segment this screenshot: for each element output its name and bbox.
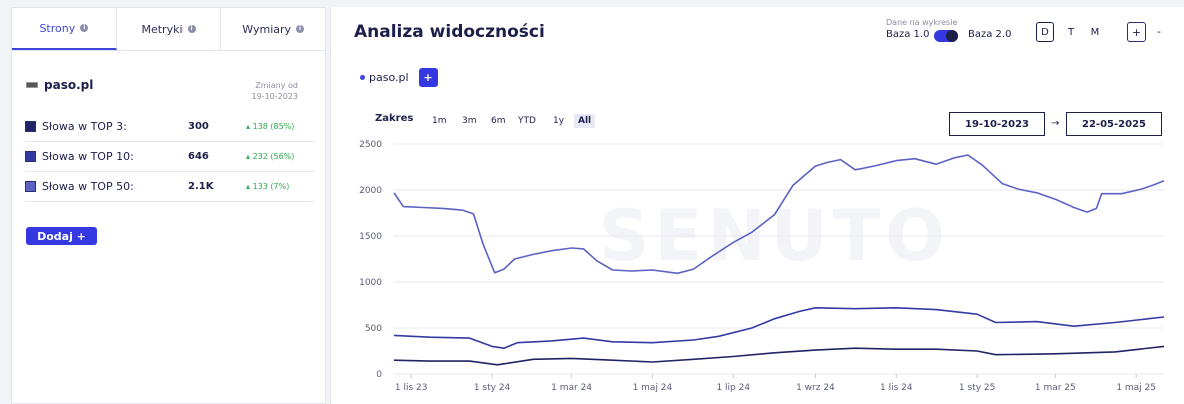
info-icon: i xyxy=(187,25,196,33)
range-all-button[interactable]: All xyxy=(574,114,596,128)
metric-row-top50: Słowa w TOP 50: 2.1K ▴ 133 (7%) xyxy=(25,171,315,202)
x-tick-label: 1 wrz 24 xyxy=(796,383,835,393)
metric-value: 2.1K xyxy=(188,180,214,192)
metric-label: Słowa w TOP 50: xyxy=(42,179,134,193)
range-1y-button[interactable]: 1y xyxy=(553,116,565,126)
range-6m-button[interactable]: 6m xyxy=(491,116,506,126)
x-tick-label: 1 mar 25 xyxy=(1035,383,1076,393)
left-panel: Strony i Metryki i Wymiary i paso.pl Zmi… xyxy=(11,7,326,404)
metric-row-top3: Słowa w TOP 3: 300 ▴ 138 (85%) xyxy=(25,111,315,142)
range-1m-button[interactable]: 1m xyxy=(432,116,447,126)
date-to-input[interactable]: 22-05-2025 xyxy=(1066,112,1162,136)
info-icon: i xyxy=(80,24,89,32)
info-icon: i xyxy=(296,25,305,33)
series-line xyxy=(393,307,1165,349)
metric-change: ▴ 133 (7%) xyxy=(246,181,290,191)
tab-label: Strony xyxy=(39,21,76,35)
page-title: Analiza widoczności xyxy=(354,22,545,42)
chart-panel: Analiza widoczności Dane na wykresie Baz… xyxy=(330,7,1184,404)
changes-label: Zmiany od xyxy=(255,81,298,90)
zoom-in-button[interactable]: + xyxy=(1127,22,1146,42)
metric-label: Słowa w TOP 10: xyxy=(42,149,134,163)
range-label: Zakres xyxy=(375,113,414,124)
changes-since: Zmiany od 19-10-2023 xyxy=(252,80,299,102)
series-line xyxy=(393,154,1165,275)
metric-change-value: 133 (7%) xyxy=(252,181,290,191)
period-day-button[interactable]: D xyxy=(1036,22,1054,42)
base-left-label: Baza 1.0 xyxy=(886,29,930,40)
tab-bar: Strony i Metryki i Wymiary i xyxy=(12,8,325,51)
metric-change: ▴ 232 (56%) xyxy=(246,151,295,161)
tab-metryki[interactable]: Metryki i xyxy=(117,8,222,50)
x-tick-label: 1 lip 24 xyxy=(716,383,750,393)
data-caption: Dane na wykresie xyxy=(886,18,958,27)
changes-date: 19-10-2023 xyxy=(251,92,299,101)
y-tick-label: 2000 xyxy=(359,186,382,196)
visibility-chart[interactable]: 0 500 1000 1500 2000 2500 1 lis 23 1 sty 24 1 ma… xyxy=(331,7,1184,404)
add-series-button[interactable]: + xyxy=(418,68,438,87)
y-tick-label: 1000 xyxy=(359,278,382,288)
base-right-label: Baza 2.0 xyxy=(968,29,1012,40)
y-tick-label: 500 xyxy=(365,324,382,334)
checkbox-top10[interactable] xyxy=(25,150,36,162)
period-month-button[interactable]: M xyxy=(1090,26,1100,38)
series-line xyxy=(393,345,1165,366)
metric-row-top10: Słowa w TOP 10: 646 ▴ 232 (56%) xyxy=(25,141,315,172)
legend-series-name: paso.pl xyxy=(369,71,409,84)
x-tick-label: 1 lis 23 xyxy=(395,383,428,393)
y-tick-label: 0 xyxy=(376,370,382,380)
checkbox-top3[interactable] xyxy=(25,120,36,132)
metric-change-value: 232 (56%) xyxy=(252,151,295,161)
toggle-knob xyxy=(946,30,958,42)
legend-dot xyxy=(360,75,365,80)
y-tick-label: 1500 xyxy=(359,232,382,242)
x-tick-label: 1 lis 24 xyxy=(880,383,913,393)
range-ytd-button[interactable]: YTD xyxy=(518,116,536,126)
y-tick-label: 2500 xyxy=(359,140,382,150)
favicon-icon xyxy=(26,82,38,88)
add-button[interactable]: Dodaj + xyxy=(26,227,97,245)
checkbox-top50[interactable] xyxy=(25,180,36,192)
x-tick-label: 1 maj 24 xyxy=(633,383,673,393)
domain-name: paso.pl xyxy=(44,78,94,92)
metric-label: Słowa w TOP 3: xyxy=(42,119,127,133)
metric-value: 646 xyxy=(188,150,209,162)
series-legend: paso.pl + xyxy=(360,68,438,87)
x-tick-label: 1 sty 24 xyxy=(474,383,511,393)
x-tick-label: 1 mar 24 xyxy=(551,383,592,393)
range-3m-button[interactable]: 3m xyxy=(462,116,477,126)
x-tick-label: 1 sty 25 xyxy=(959,383,995,393)
metric-change: ▴ 138 (85%) xyxy=(246,121,295,131)
date-arrow: → xyxy=(1051,118,1060,129)
zoom-out-button[interactable]: - xyxy=(1157,25,1161,38)
tab-label: Wymiary xyxy=(242,22,292,36)
tab-label: Metryki xyxy=(141,22,183,36)
metric-value: 300 xyxy=(188,120,209,132)
x-tick-label: 1 maj 25 xyxy=(1116,383,1156,393)
tab-wymiary[interactable]: Wymiary i xyxy=(221,8,325,50)
period-week-button[interactable]: T xyxy=(1067,26,1075,38)
metric-change-value: 138 (85%) xyxy=(252,121,295,131)
date-from-input[interactable]: 19-10-2023 xyxy=(949,112,1045,136)
base-toggle[interactable] xyxy=(934,30,958,42)
tab-strony[interactable]: Strony i xyxy=(12,8,117,50)
domain-row: paso.pl xyxy=(26,78,93,92)
